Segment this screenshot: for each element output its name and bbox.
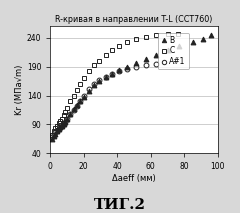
- B: [79, 100, 82, 103]
- A#1: [62, 122, 65, 125]
- B: [154, 54, 157, 56]
- B: [92, 84, 95, 86]
- C: [66, 107, 68, 109]
- A#1: [79, 100, 82, 103]
- Text: ΤИГ.2: ΤИГ.2: [94, 198, 146, 212]
- Line: A#1: A#1: [49, 61, 158, 140]
- C: [166, 33, 169, 36]
- C: [79, 83, 82, 85]
- C: [59, 120, 62, 122]
- C: [51, 134, 54, 136]
- C: [87, 70, 90, 72]
- C: [62, 114, 65, 117]
- B: [104, 76, 107, 78]
- C: [144, 36, 147, 38]
- A#1: [72, 109, 75, 111]
- B: [72, 108, 75, 111]
- Line: C: C: [49, 31, 180, 137]
- C: [92, 64, 95, 67]
- C: [60, 117, 63, 120]
- A#1: [69, 113, 72, 115]
- C: [69, 100, 72, 103]
- A#1: [87, 87, 90, 90]
- C: [134, 38, 137, 41]
- A#1: [111, 73, 114, 75]
- Line: B: B: [49, 32, 214, 141]
- B: [191, 41, 194, 44]
- A#1: [54, 131, 57, 134]
- A#1: [154, 62, 157, 65]
- B: [126, 65, 129, 68]
- B: [60, 124, 63, 127]
- B: [54, 132, 57, 135]
- Y-axis label: Kr (МПа√m): Kr (МПа√m): [15, 65, 24, 115]
- B: [111, 72, 114, 75]
- B: [87, 90, 90, 92]
- B: [144, 58, 147, 60]
- A#1: [104, 76, 107, 78]
- B: [118, 69, 120, 71]
- Legend: B, C, A#1: B, C, A#1: [158, 33, 189, 69]
- A#1: [126, 68, 129, 70]
- C: [76, 88, 78, 91]
- A#1: [66, 117, 68, 120]
- A#1: [97, 79, 100, 81]
- B: [97, 80, 100, 82]
- B: [66, 117, 68, 120]
- A#1: [92, 83, 95, 85]
- C: [97, 60, 100, 62]
- A#1: [76, 105, 78, 107]
- B: [56, 130, 59, 133]
- A#1: [57, 128, 60, 130]
- B: [76, 104, 78, 106]
- C: [176, 32, 179, 35]
- B: [69, 113, 72, 115]
- A#1: [51, 136, 54, 138]
- C: [56, 124, 59, 127]
- B: [166, 49, 169, 52]
- X-axis label: Δaeff (мм): Δaeff (мм): [112, 174, 156, 183]
- B: [59, 126, 62, 129]
- B: [62, 122, 65, 125]
- A#1: [118, 70, 120, 72]
- Title: R-кривая в направлении T-L (CCT760): R-кривая в направлении T-L (CCT760): [55, 15, 213, 24]
- C: [52, 130, 55, 133]
- A#1: [60, 124, 63, 127]
- C: [64, 110, 67, 113]
- A#1: [52, 134, 55, 136]
- C: [154, 34, 157, 37]
- B: [82, 95, 85, 98]
- C: [82, 77, 85, 79]
- B: [210, 34, 212, 36]
- C: [111, 49, 114, 52]
- B: [52, 135, 55, 137]
- C: [72, 94, 75, 97]
- B: [178, 45, 181, 48]
- A#1: [59, 126, 62, 129]
- B: [57, 128, 60, 130]
- B: [64, 120, 67, 123]
- A#1: [56, 130, 59, 132]
- A#1: [64, 120, 67, 123]
- A#1: [134, 65, 137, 68]
- B: [201, 38, 204, 40]
- B: [134, 61, 137, 64]
- A#1: [82, 94, 85, 97]
- C: [104, 54, 107, 56]
- C: [54, 127, 57, 130]
- C: [57, 122, 60, 125]
- A#1: [144, 64, 147, 67]
- B: [51, 138, 54, 140]
- C: [126, 41, 129, 44]
- C: [118, 45, 120, 48]
